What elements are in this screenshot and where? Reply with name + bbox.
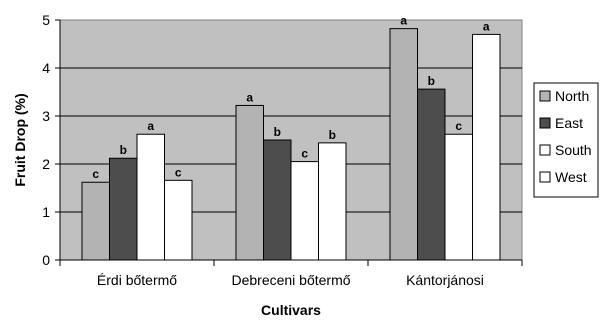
y-tick-label: 5 [42, 12, 50, 28]
x-category-label: Kántorjánosi [406, 272, 484, 288]
y-tick-labels: 0 1 2 3 4 5 [42, 12, 50, 268]
bar-south [290, 161, 319, 261]
legend-swatch-east [539, 117, 551, 129]
bar-significance-label: c [301, 147, 308, 161]
axes [55, 19, 523, 266]
bar-east [263, 139, 292, 261]
legend-swatch-south [539, 144, 551, 156]
bar-significance-label: b [120, 143, 127, 157]
legend-label-west: West [555, 169, 587, 185]
bar-significance-label: c [92, 167, 99, 181]
bar-significance-label: a [483, 19, 490, 33]
y-tick-label: 4 [42, 60, 50, 76]
bar-significance-label: a [147, 119, 154, 133]
bar-significance-label: a [246, 90, 253, 104]
x-axis-title: Cultivars [261, 302, 321, 318]
y-tick-label: 3 [42, 108, 50, 124]
x-category-label: Érdi bőtermő [97, 272, 177, 288]
bar-labels: c b a c a b c b a b c a [92, 14, 490, 182]
bar-significance-label: b [428, 74, 435, 88]
legend-label-north: North [555, 88, 589, 104]
y-axis-title: Fruit Drop (%) [12, 93, 28, 186]
bar-north [81, 181, 110, 261]
legend-label-east: East [555, 115, 583, 131]
bar-west [164, 179, 193, 261]
x-category-labels: Érdi bőtermő Debreceni bőtermő Kántorjános… [97, 272, 484, 288]
bar-significance-label: b [274, 125, 281, 139]
bar-north [389, 28, 418, 261]
y-tick-label: 1 [42, 204, 50, 220]
legend-swatch-north [539, 90, 551, 102]
bar-significance-label: c [455, 119, 462, 133]
bar-north [235, 104, 264, 261]
y-tick-label: 2 [42, 156, 50, 172]
legend: North East South West [533, 82, 599, 198]
bar-significance-label: b [329, 128, 336, 142]
legend-swatch-west [539, 171, 551, 183]
y-tick-label: 0 [42, 252, 50, 268]
bar-east [109, 157, 138, 261]
bar-south [444, 133, 473, 261]
bar-significance-label: c [175, 165, 182, 179]
bars [81, 28, 501, 261]
bar-east [417, 88, 446, 261]
bar-significance-label: a [400, 14, 407, 28]
bar-west [318, 142, 347, 261]
bar-west [472, 33, 501, 261]
legend-label-south: South [555, 142, 592, 158]
bar-south [136, 133, 165, 261]
x-category-label: Debreceni bőtermő [231, 272, 350, 288]
